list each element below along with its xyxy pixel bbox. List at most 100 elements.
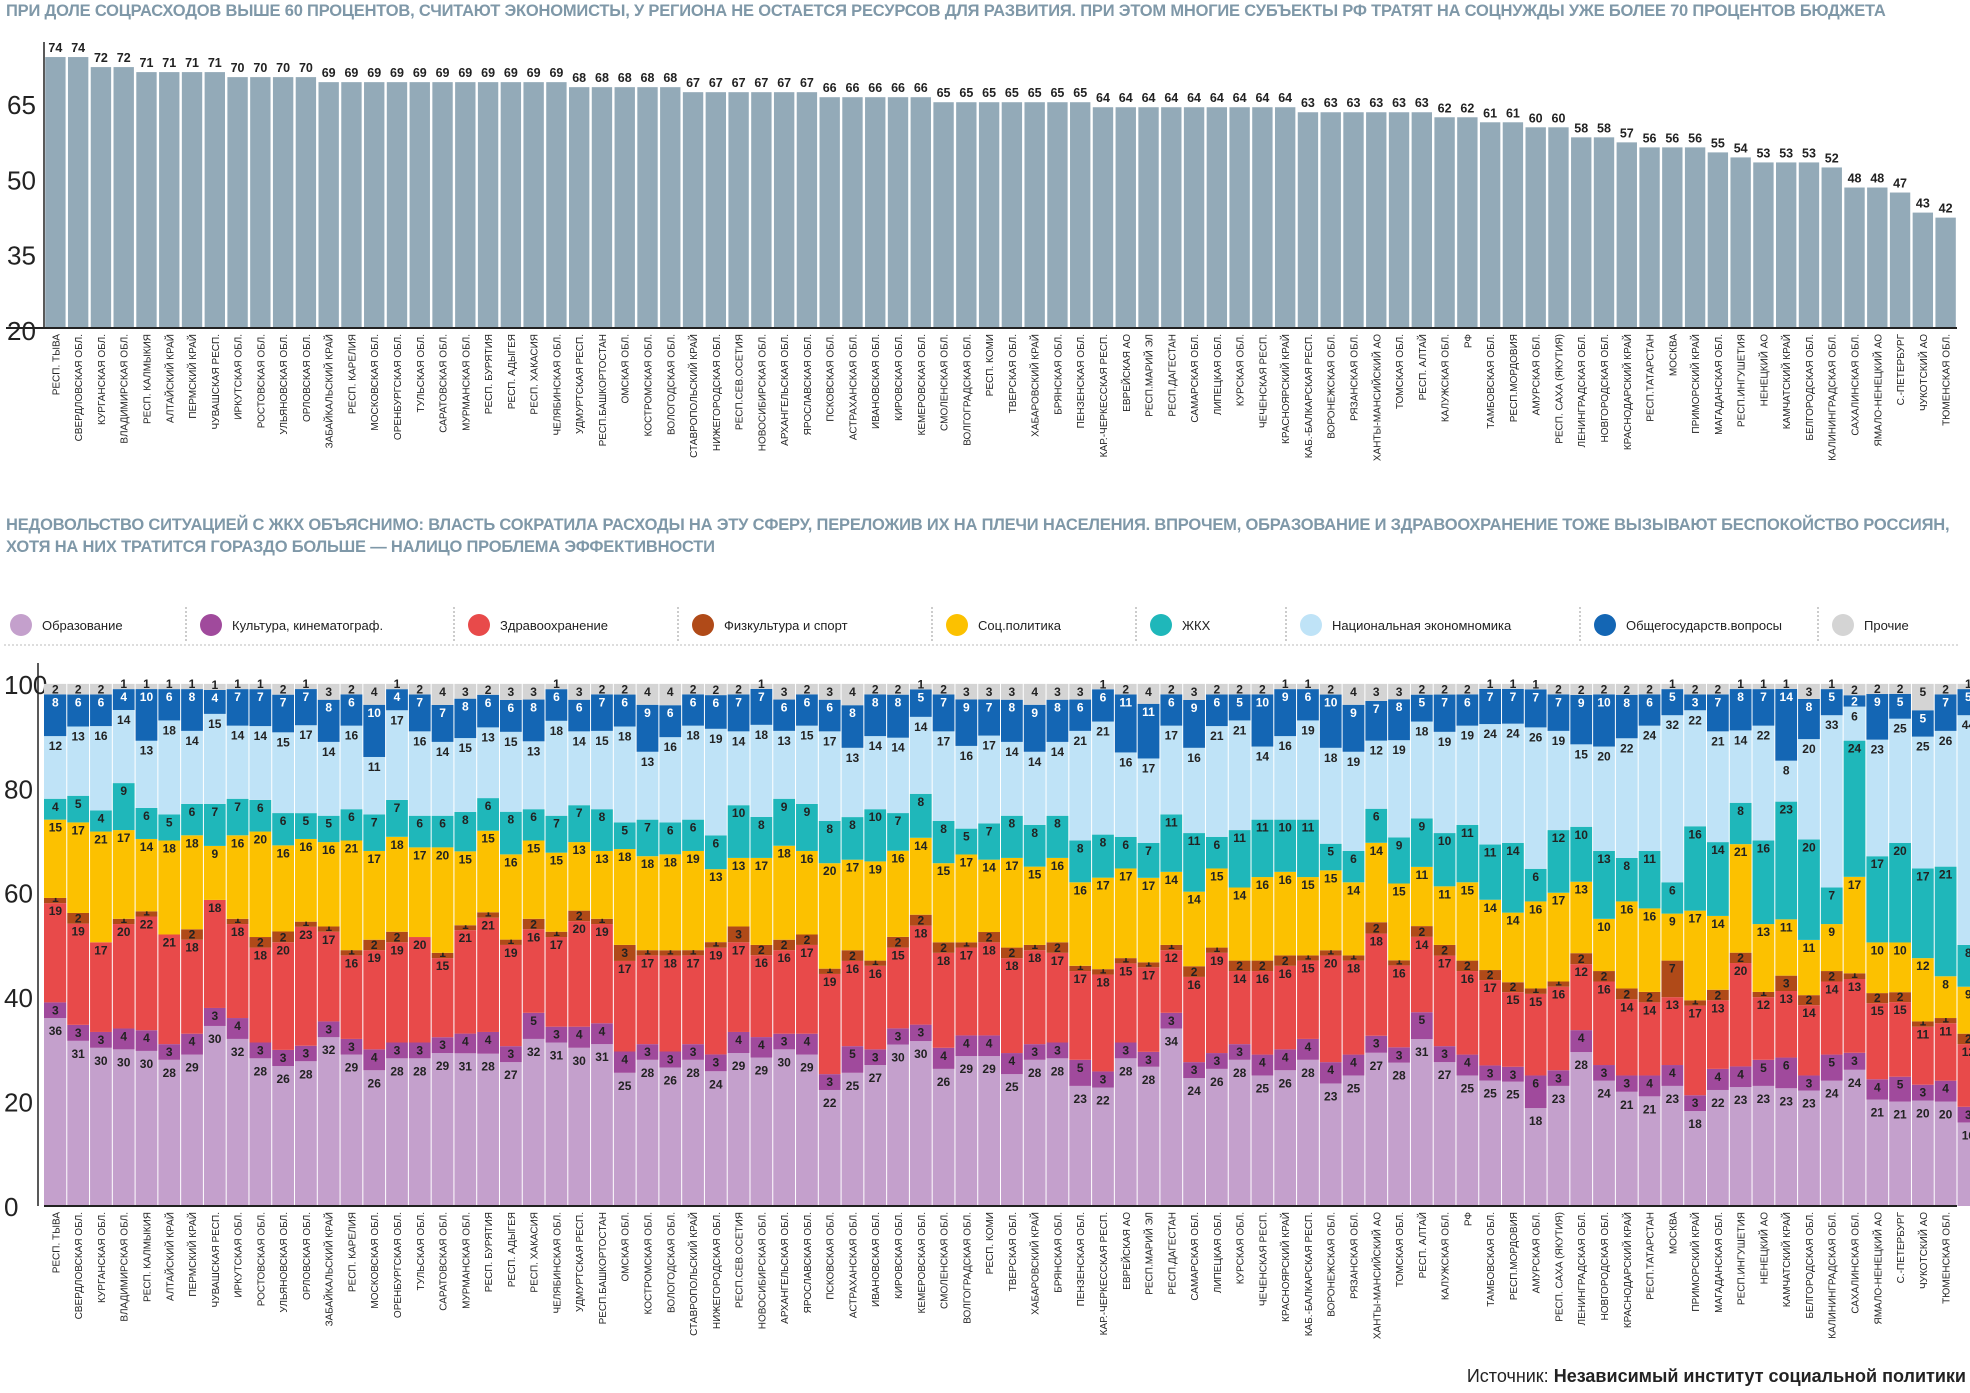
stacked-segment <box>818 968 842 974</box>
segment-value-label: 8 <box>1623 859 1630 873</box>
segment-value-label: 7 <box>940 695 947 709</box>
bar <box>1502 122 1524 328</box>
segment-value-label: 2 <box>1601 682 1608 696</box>
stacked-segment <box>1000 815 1024 858</box>
segment-value-label: 3 <box>325 1022 332 1036</box>
segment-value-label: 3 <box>986 685 993 699</box>
stacked-segment <box>1387 883 1411 961</box>
stacked-segment <box>795 725 819 804</box>
segment-value-label: 5 <box>166 815 173 829</box>
segment-value-label: 1 <box>1100 677 1107 691</box>
x-tick-label: РЕСП. САХА (ЯКУТИЯ) <box>1554 1212 1565 1322</box>
stacked-segment <box>545 1042 569 1206</box>
segment-value-label: 3 <box>1487 1066 1494 1080</box>
stacked-segment <box>1023 1059 1047 1206</box>
segment-value-label: 4 <box>1282 1050 1289 1064</box>
stacked-segment <box>1387 1062 1411 1206</box>
segment-value-label: 14 <box>140 840 154 854</box>
bar-value-label: 70 <box>231 61 245 75</box>
stacked-segment <box>340 950 364 956</box>
segment-value-label: 4 <box>371 685 378 699</box>
x-tick-label: НОВГОРОДСКАЯ ОБЛ. <box>1600 334 1611 442</box>
segment-value-label: 13 <box>1780 992 1794 1006</box>
segment-value-label: 15 <box>49 821 63 835</box>
segment-value-label: 13 <box>71 730 85 744</box>
segment-value-label: 1 <box>917 677 924 691</box>
stacked-segment <box>749 689 774 725</box>
x-tick-label: ЗАБАЙКАЛЬСКИЙ КРАЙ <box>323 1212 336 1326</box>
segment-value-label: 10 <box>732 806 746 820</box>
segment-value-label: 4 <box>758 1038 765 1052</box>
stacked-segment <box>522 840 546 919</box>
stacked-segment <box>1843 706 1867 741</box>
stacked-segment <box>932 942 956 953</box>
segment-value-label: 23 <box>1552 1092 1566 1106</box>
legend-swatch <box>946 614 968 636</box>
x-tick-label: САХАЛИНСКАЯ ОБЛ. <box>1851 1212 1862 1314</box>
stacked-segment <box>1934 694 1958 731</box>
segment-value-label: 2 <box>189 928 196 942</box>
segment-value-label: 6 <box>508 701 515 715</box>
segment-value-label: 29 <box>800 1061 814 1075</box>
segment-value-label: 10 <box>1597 695 1611 709</box>
stacked-segment <box>66 795 90 823</box>
segment-value-label: 3 <box>1965 1108 1970 1122</box>
bar <box>272 77 294 329</box>
stacked-segment <box>431 683 455 705</box>
segment-value-label: 20 <box>823 864 837 878</box>
bar <box>865 97 886 328</box>
segment-value-label: 4 <box>1350 1056 1357 1070</box>
segment-value-label: 4 <box>621 1052 628 1066</box>
stacked-segment <box>248 937 273 948</box>
segment-value-label: 5 <box>917 690 924 704</box>
segment-value-label: 14 <box>1643 1003 1657 1017</box>
stacked-segment <box>1547 730 1571 831</box>
stacked-segment <box>385 689 409 711</box>
segment-value-label: 20 <box>276 943 290 957</box>
segment-value-label: 14 <box>914 720 928 734</box>
stacked-segment <box>1706 842 1730 916</box>
stacked-segment <box>1433 944 1457 956</box>
bar-value-label: 56 <box>1665 131 1679 145</box>
segment-value-label: 5 <box>1919 711 1926 725</box>
stacked-segment <box>1569 826 1594 882</box>
segment-value-label: 25 <box>1005 1080 1019 1094</box>
segment-value-label: 15 <box>1324 871 1338 885</box>
stacked-segment <box>1455 882 1480 961</box>
segment-value-label: 4 <box>667 685 674 699</box>
segment-value-label: 16 <box>1256 878 1270 892</box>
stacked-segment <box>1729 1087 1753 1206</box>
segment-value-label: 21 <box>1233 723 1247 737</box>
bar-value-label: 55 <box>1711 136 1725 150</box>
bar <box>546 82 567 328</box>
bar-value-label: 43 <box>1916 197 1930 211</box>
stacked-segment <box>1501 992 1525 1067</box>
stacked-segment <box>1638 1096 1662 1206</box>
segment-value-label: 3 <box>1806 1076 1813 1090</box>
stacked-segment <box>476 912 500 918</box>
segment-value-label: 18 <box>185 836 199 850</box>
segment-value-label: 19 <box>709 949 723 963</box>
stacked-segment <box>89 694 113 727</box>
bar <box>1935 217 1956 328</box>
segment-value-label: 14 <box>1780 690 1794 704</box>
stacked-segment <box>1524 683 1548 690</box>
segment-value-label: 3 <box>1373 685 1380 699</box>
segment-value-label: 24 <box>1825 1087 1839 1101</box>
segment-value-label: 3 <box>735 927 742 941</box>
x-tick-label: НИЖЕГОРОДСКАЯ ОБЛ. <box>712 334 723 451</box>
x-tick-label: ОМСКАЯ ОБЛ. <box>621 334 632 404</box>
stacked-segment <box>1547 1070 1571 1086</box>
segment-value-label: 23 <box>1734 1093 1748 1107</box>
bar <box>409 82 430 328</box>
stacked-segment <box>567 1047 591 1206</box>
segment-value-label: 5 <box>1669 690 1676 704</box>
bar-value-label: 65 <box>1073 86 1087 100</box>
stacked-segment <box>453 851 478 926</box>
segment-value-label: 20 <box>1324 957 1338 971</box>
x-tick-label: УДМУРТСКАЯ РЕСП. <box>575 334 586 434</box>
stacked-segment <box>362 814 387 851</box>
segment-value-label: 6 <box>530 810 537 824</box>
segment-value-label: 3 <box>621 946 628 960</box>
bar-value-label: 63 <box>1301 96 1315 110</box>
